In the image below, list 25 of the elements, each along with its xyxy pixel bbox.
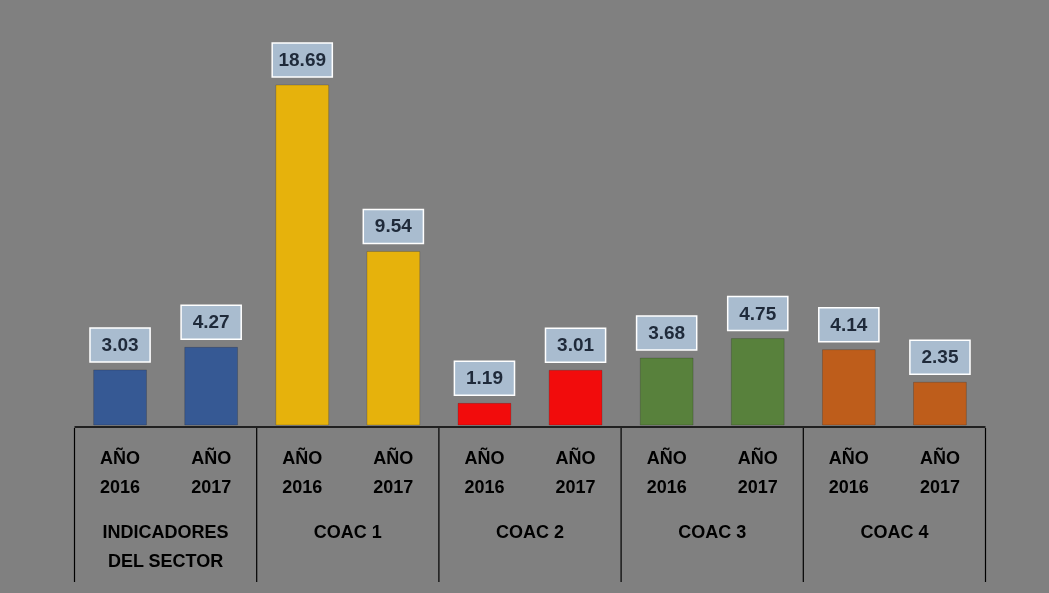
data-label: 3.03 [101,333,139,355]
data-label: 2.35 [921,346,959,368]
data-label: 3.68 [648,322,686,344]
data-label: 9.54 [374,215,413,237]
data-label: 4.14 [830,313,868,335]
text: COAC 1 [313,522,382,542]
text: COAC 4 [860,522,929,542]
text: INDICADORES DEL SECTOR [102,522,229,571]
x-tick-label: AÑO 2017 [919,447,960,497]
text: COAC 3 [678,522,747,542]
data-label: 4.27 [192,311,230,333]
x-tick-label: AÑO 2016 [828,447,869,497]
text: COAC 2 [495,522,565,542]
data-label: 4.75 [739,302,777,324]
x-tick-label: AÑO 2016 [646,447,687,497]
x-tick-label: AÑO 2016 [100,447,141,497]
x-tick-label: AÑO 2017 [737,447,778,497]
data-label: 1.19 [465,367,503,389]
data-label: 3.01 [557,334,595,356]
data-label: 18.69 [278,49,327,70]
x-tick-label: AÑO 2016 [282,447,323,497]
x-tick-label: AÑO 2017 [373,447,414,497]
x-tick-label: AÑO 2017 [555,447,596,497]
x-tick-label: AÑO 2017 [191,447,232,497]
x-tick-label: AÑO 2016 [464,447,505,497]
